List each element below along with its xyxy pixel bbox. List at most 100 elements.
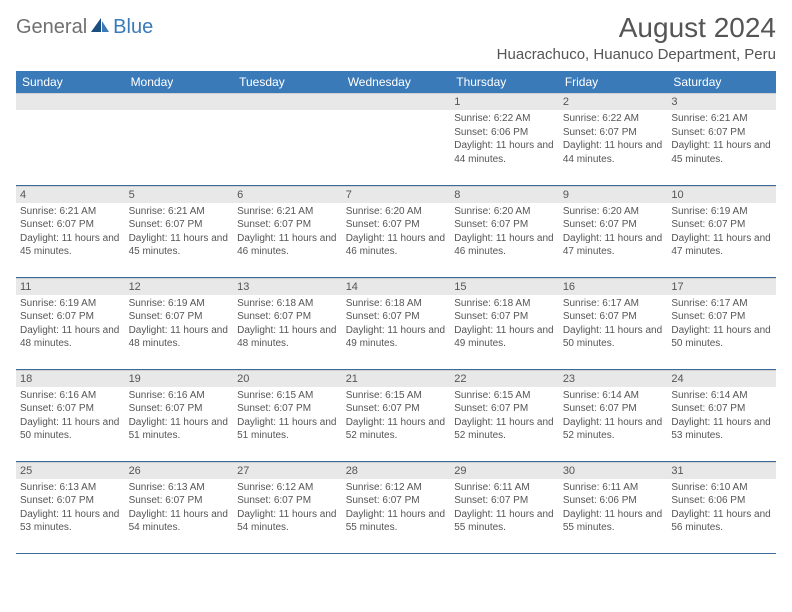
sunrise-text: Sunrise: 6:17 AM bbox=[671, 297, 772, 311]
sunrise-text: Sunrise: 6:15 AM bbox=[237, 389, 338, 403]
day-cell: 3Sunrise: 6:21 AMSunset: 6:07 PMDaylight… bbox=[667, 93, 776, 185]
daylight-text: Daylight: 11 hours and 45 minutes. bbox=[129, 232, 230, 259]
month-title: August 2024 bbox=[497, 12, 776, 44]
day-number: 30 bbox=[559, 462, 668, 479]
day-content: Sunrise: 6:20 AMSunset: 6:07 PMDaylight:… bbox=[559, 203, 668, 261]
daylight-text: Daylight: 11 hours and 55 minutes. bbox=[454, 508, 555, 535]
day-content: Sunrise: 6:11 AMSunset: 6:07 PMDaylight:… bbox=[450, 479, 559, 537]
day-number: 19 bbox=[125, 370, 234, 387]
daylight-text: Daylight: 11 hours and 44 minutes. bbox=[454, 139, 555, 166]
daylight-text: Daylight: 11 hours and 45 minutes. bbox=[20, 232, 121, 259]
sunrise-text: Sunrise: 6:17 AM bbox=[563, 297, 664, 311]
sunrise-text: Sunrise: 6:20 AM bbox=[454, 205, 555, 219]
day-content: Sunrise: 6:19 AMSunset: 6:07 PMDaylight:… bbox=[667, 203, 776, 261]
sunrise-text: Sunrise: 6:11 AM bbox=[454, 481, 555, 495]
day-cell: 20Sunrise: 6:15 AMSunset: 6:07 PMDayligh… bbox=[233, 369, 342, 461]
day-number: 27 bbox=[233, 462, 342, 479]
empty-day bbox=[125, 93, 234, 110]
sunrise-text: Sunrise: 6:15 AM bbox=[346, 389, 447, 403]
day-number: 11 bbox=[16, 278, 125, 295]
daylight-text: Daylight: 11 hours and 55 minutes. bbox=[346, 508, 447, 535]
weekday-header: Friday bbox=[559, 71, 668, 93]
day-number: 10 bbox=[667, 186, 776, 203]
daylight-text: Daylight: 11 hours and 53 minutes. bbox=[671, 416, 772, 443]
day-number: 9 bbox=[559, 186, 668, 203]
day-number: 3 bbox=[667, 93, 776, 110]
day-cell: 8Sunrise: 6:20 AMSunset: 6:07 PMDaylight… bbox=[450, 185, 559, 277]
day-content: Sunrise: 6:19 AMSunset: 6:07 PMDaylight:… bbox=[125, 295, 234, 353]
sunset-text: Sunset: 6:07 PM bbox=[671, 310, 772, 324]
sunrise-text: Sunrise: 6:18 AM bbox=[454, 297, 555, 311]
day-cell: 28Sunrise: 6:12 AMSunset: 6:07 PMDayligh… bbox=[342, 461, 451, 553]
day-cell bbox=[233, 93, 342, 185]
day-cell: 9Sunrise: 6:20 AMSunset: 6:07 PMDaylight… bbox=[559, 185, 668, 277]
day-cell: 4Sunrise: 6:21 AMSunset: 6:07 PMDaylight… bbox=[16, 185, 125, 277]
day-content: Sunrise: 6:15 AMSunset: 6:07 PMDaylight:… bbox=[233, 387, 342, 445]
daylight-text: Daylight: 11 hours and 50 minutes. bbox=[563, 324, 664, 351]
day-number: 22 bbox=[450, 370, 559, 387]
sunrise-text: Sunrise: 6:13 AM bbox=[20, 481, 121, 495]
calendar-table: Sunday Monday Tuesday Wednesday Thursday… bbox=[16, 71, 776, 554]
daylight-text: Daylight: 11 hours and 47 minutes. bbox=[671, 232, 772, 259]
day-cell: 23Sunrise: 6:14 AMSunset: 6:07 PMDayligh… bbox=[559, 369, 668, 461]
sunset-text: Sunset: 6:07 PM bbox=[20, 402, 121, 416]
empty-day bbox=[16, 93, 125, 110]
sunrise-text: Sunrise: 6:22 AM bbox=[454, 112, 555, 126]
daylight-text: Daylight: 11 hours and 56 minutes. bbox=[671, 508, 772, 535]
sunrise-text: Sunrise: 6:12 AM bbox=[237, 481, 338, 495]
calendar-week-row: 4Sunrise: 6:21 AMSunset: 6:07 PMDaylight… bbox=[16, 185, 776, 277]
daylight-text: Daylight: 11 hours and 54 minutes. bbox=[237, 508, 338, 535]
day-cell: 25Sunrise: 6:13 AMSunset: 6:07 PMDayligh… bbox=[16, 461, 125, 553]
sunset-text: Sunset: 6:07 PM bbox=[454, 310, 555, 324]
day-cell: 27Sunrise: 6:12 AMSunset: 6:07 PMDayligh… bbox=[233, 461, 342, 553]
sunset-text: Sunset: 6:07 PM bbox=[20, 494, 121, 508]
day-cell: 16Sunrise: 6:17 AMSunset: 6:07 PMDayligh… bbox=[559, 277, 668, 369]
day-content: Sunrise: 6:13 AMSunset: 6:07 PMDaylight:… bbox=[125, 479, 234, 537]
day-cell bbox=[16, 93, 125, 185]
sunset-text: Sunset: 6:06 PM bbox=[563, 494, 664, 508]
day-cell: 26Sunrise: 6:13 AMSunset: 6:07 PMDayligh… bbox=[125, 461, 234, 553]
sunrise-text: Sunrise: 6:19 AM bbox=[20, 297, 121, 311]
sunset-text: Sunset: 6:07 PM bbox=[20, 310, 121, 324]
day-number: 8 bbox=[450, 186, 559, 203]
day-cell: 2Sunrise: 6:22 AMSunset: 6:07 PMDaylight… bbox=[559, 93, 668, 185]
day-number: 4 bbox=[16, 186, 125, 203]
day-cell: 6Sunrise: 6:21 AMSunset: 6:07 PMDaylight… bbox=[233, 185, 342, 277]
sunrise-text: Sunrise: 6:19 AM bbox=[671, 205, 772, 219]
day-content: Sunrise: 6:20 AMSunset: 6:07 PMDaylight:… bbox=[342, 203, 451, 261]
sunrise-text: Sunrise: 6:14 AM bbox=[671, 389, 772, 403]
day-number: 16 bbox=[559, 278, 668, 295]
sunset-text: Sunset: 6:07 PM bbox=[129, 402, 230, 416]
day-content: Sunrise: 6:17 AMSunset: 6:07 PMDaylight:… bbox=[667, 295, 776, 353]
header: General Blue August 2024 Huacrachuco, Hu… bbox=[16, 12, 776, 63]
sunrise-text: Sunrise: 6:11 AM bbox=[563, 481, 664, 495]
day-cell: 7Sunrise: 6:20 AMSunset: 6:07 PMDaylight… bbox=[342, 185, 451, 277]
day-content: Sunrise: 6:10 AMSunset: 6:06 PMDaylight:… bbox=[667, 479, 776, 537]
daylight-text: Daylight: 11 hours and 52 minutes. bbox=[563, 416, 664, 443]
sunset-text: Sunset: 6:07 PM bbox=[237, 402, 338, 416]
daylight-text: Daylight: 11 hours and 48 minutes. bbox=[20, 324, 121, 351]
weekday-header: Wednesday bbox=[342, 71, 451, 93]
daylight-text: Daylight: 11 hours and 52 minutes. bbox=[454, 416, 555, 443]
daylight-text: Daylight: 11 hours and 48 minutes. bbox=[129, 324, 230, 351]
day-cell bbox=[125, 93, 234, 185]
day-number: 14 bbox=[342, 278, 451, 295]
day-cell: 19Sunrise: 6:16 AMSunset: 6:07 PMDayligh… bbox=[125, 369, 234, 461]
sunset-text: Sunset: 6:07 PM bbox=[454, 402, 555, 416]
day-content: Sunrise: 6:14 AMSunset: 6:07 PMDaylight:… bbox=[559, 387, 668, 445]
daylight-text: Daylight: 11 hours and 50 minutes. bbox=[20, 416, 121, 443]
daylight-text: Daylight: 11 hours and 52 minutes. bbox=[346, 416, 447, 443]
sunrise-text: Sunrise: 6:12 AM bbox=[346, 481, 447, 495]
day-content: Sunrise: 6:16 AMSunset: 6:07 PMDaylight:… bbox=[16, 387, 125, 445]
sunset-text: Sunset: 6:07 PM bbox=[671, 126, 772, 140]
sunset-text: Sunset: 6:07 PM bbox=[20, 218, 121, 232]
day-content: Sunrise: 6:17 AMSunset: 6:07 PMDaylight:… bbox=[559, 295, 668, 353]
sunset-text: Sunset: 6:07 PM bbox=[671, 218, 772, 232]
sunset-text: Sunset: 6:07 PM bbox=[346, 310, 447, 324]
day-cell: 1Sunrise: 6:22 AMSunset: 6:06 PMDaylight… bbox=[450, 93, 559, 185]
day-content: Sunrise: 6:16 AMSunset: 6:07 PMDaylight:… bbox=[125, 387, 234, 445]
empty-day bbox=[342, 93, 451, 110]
daylight-text: Daylight: 11 hours and 46 minutes. bbox=[237, 232, 338, 259]
day-number: 18 bbox=[16, 370, 125, 387]
sunrise-text: Sunrise: 6:21 AM bbox=[129, 205, 230, 219]
